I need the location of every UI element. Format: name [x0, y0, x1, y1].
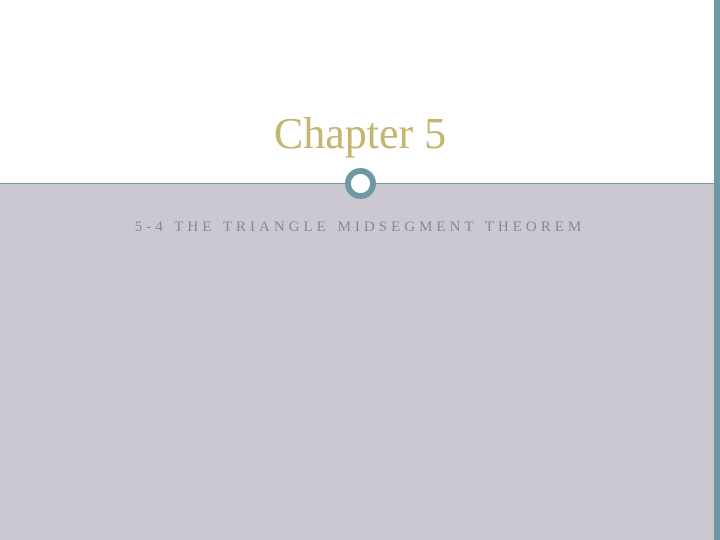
- slide: Chapter 5 5-4 THE TRIANGLE MIDSEGMENT TH…: [0, 0, 720, 540]
- chapter-title: Chapter 5: [0, 108, 720, 159]
- divider-ring-icon: [345, 168, 376, 199]
- side-accent-bar: [714, 0, 720, 540]
- chapter-subtitle: 5-4 THE TRIANGLE MIDSEGMENT THEOREM: [0, 219, 720, 236]
- bottom-section: [0, 183, 720, 540]
